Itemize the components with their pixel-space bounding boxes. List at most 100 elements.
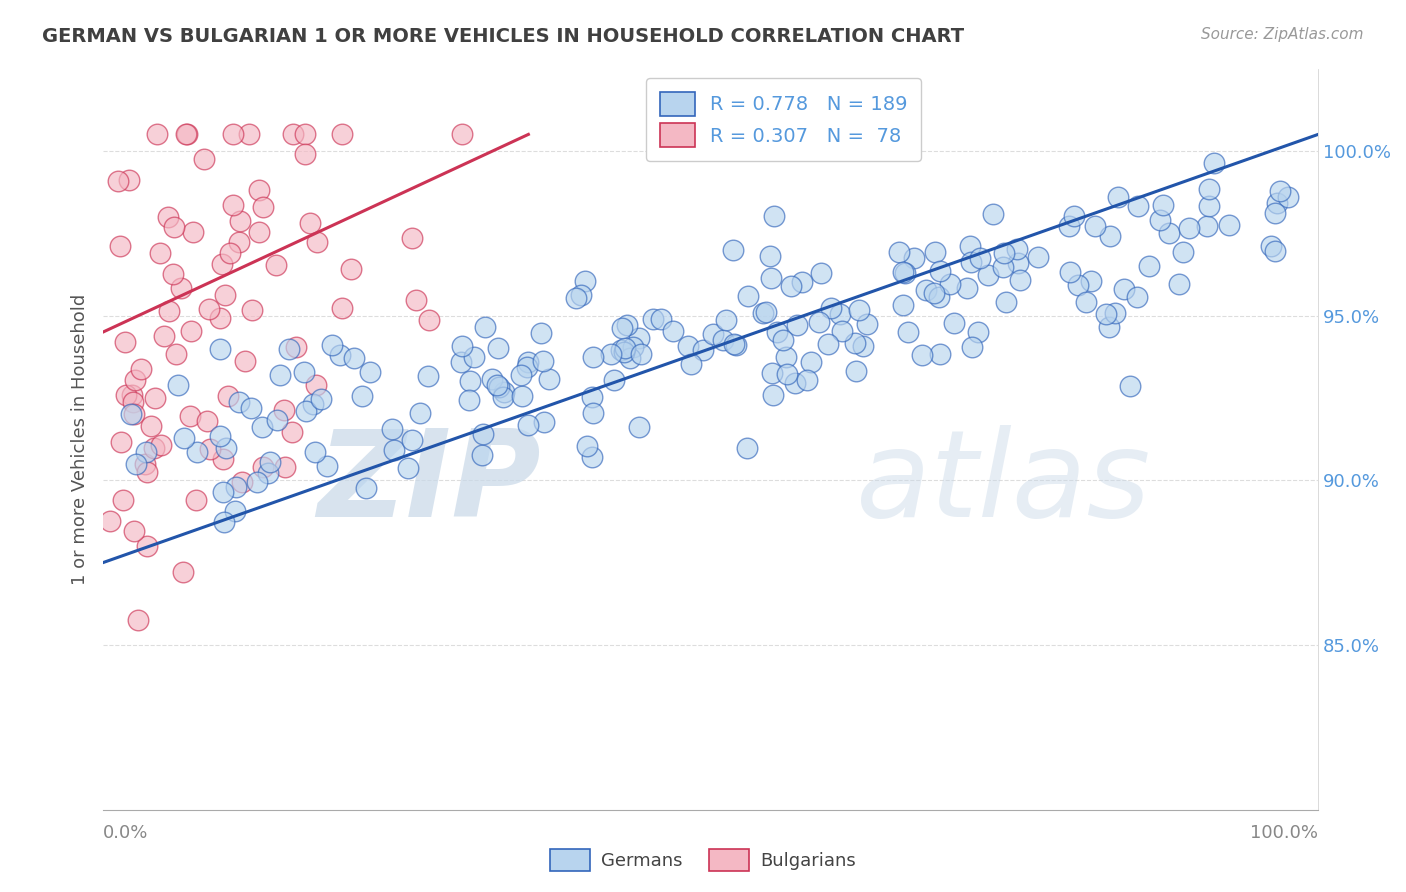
Point — [1119, 378, 1142, 392]
Point — [630, 347, 652, 361]
Point — [172, 566, 194, 580]
Point — [569, 287, 592, 301]
Point — [114, 335, 136, 350]
Point — [678, 339, 700, 353]
Point — [1204, 155, 1226, 169]
Point — [352, 389, 374, 403]
Point — [359, 365, 381, 379]
Point — [418, 312, 440, 326]
Point — [1195, 219, 1218, 233]
Point — [277, 342, 299, 356]
Point — [252, 460, 274, 475]
Point — [217, 389, 239, 403]
Point — [922, 285, 945, 300]
Point — [450, 355, 472, 369]
Point — [198, 442, 221, 456]
Point — [307, 235, 329, 249]
Point — [759, 249, 782, 263]
Point — [294, 128, 316, 142]
Point — [125, 457, 148, 471]
Point — [214, 516, 236, 530]
Point — [266, 258, 288, 272]
Point — [252, 419, 274, 434]
Point — [723, 244, 745, 258]
Point — [943, 316, 966, 330]
Point — [122, 407, 145, 421]
Point — [228, 214, 250, 228]
Point — [330, 301, 353, 315]
Point — [679, 357, 702, 371]
Point — [247, 183, 270, 197]
Text: 0.0%: 0.0% — [103, 824, 149, 842]
Point — [1264, 205, 1286, 219]
Point — [830, 307, 852, 321]
Point — [517, 417, 540, 432]
Point — [170, 281, 193, 295]
Point — [723, 337, 745, 351]
Point — [1159, 226, 1181, 240]
Point — [1277, 190, 1299, 204]
Point — [820, 301, 842, 315]
Point — [887, 244, 910, 259]
Point — [780, 279, 803, 293]
Point — [321, 338, 343, 352]
Point — [292, 365, 315, 379]
Point — [627, 331, 650, 345]
Point — [149, 438, 172, 452]
Point — [650, 311, 672, 326]
Point — [211, 256, 233, 270]
Point — [110, 435, 132, 450]
Point — [737, 289, 759, 303]
Point — [627, 420, 650, 434]
Point — [924, 245, 946, 260]
Point — [928, 263, 950, 277]
Point — [576, 439, 599, 453]
Point — [382, 442, 405, 457]
Point — [763, 209, 786, 223]
Point — [135, 445, 157, 459]
Point — [938, 277, 960, 291]
Point — [1063, 209, 1085, 223]
Point — [621, 340, 644, 354]
Point — [118, 173, 141, 187]
Point — [156, 211, 179, 225]
Point — [959, 239, 981, 253]
Point — [224, 504, 246, 518]
Point — [761, 366, 783, 380]
Point — [792, 275, 814, 289]
Point — [714, 313, 737, 327]
Point — [993, 246, 1015, 260]
Point — [405, 293, 427, 308]
Point — [775, 350, 797, 364]
Point — [969, 251, 991, 265]
Point — [610, 343, 633, 357]
Point — [208, 343, 231, 357]
Point — [852, 339, 875, 353]
Point — [1149, 213, 1171, 227]
Point — [305, 377, 328, 392]
Point — [228, 395, 250, 409]
Point — [1080, 274, 1102, 288]
Text: 100.0%: 100.0% — [1250, 824, 1319, 842]
Point — [903, 251, 925, 265]
Point — [180, 324, 202, 338]
Point — [162, 268, 184, 282]
Point — [1057, 219, 1080, 233]
Point — [492, 390, 515, 404]
Point — [512, 389, 534, 403]
Point — [1152, 198, 1174, 212]
Point — [381, 422, 404, 436]
Point — [1198, 199, 1220, 213]
Point — [603, 373, 626, 387]
Point — [228, 235, 250, 249]
Point — [810, 267, 832, 281]
Point — [257, 466, 280, 480]
Point — [295, 404, 318, 418]
Point — [401, 230, 423, 244]
Text: GERMAN VS BULGARIAN 1 OR MORE VEHICLES IN HOUSEHOLD CORRELATION CHART: GERMAN VS BULGARIAN 1 OR MORE VEHICLES I… — [42, 27, 965, 45]
Point — [962, 340, 984, 354]
Point — [239, 401, 262, 415]
Point — [214, 288, 236, 302]
Point — [122, 524, 145, 538]
Point — [343, 351, 366, 365]
